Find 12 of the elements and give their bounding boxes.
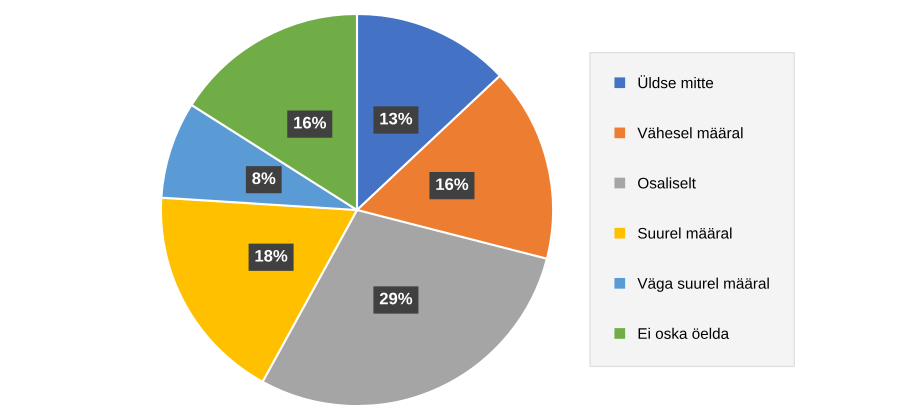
legend-label: Vähesel määral [637, 127, 742, 138]
legend-label: Väga suurel määral [637, 278, 769, 292]
legend-label: Üldse mitte [638, 75, 714, 88]
legend-label: Ei oska öelda [638, 328, 730, 339]
data-label: 13% [380, 112, 412, 125]
data-label: 16% [436, 178, 468, 190]
data-label: 8% [252, 172, 276, 184]
data-label: 29% [380, 292, 412, 304]
data-label: 18% [255, 250, 288, 262]
data-label: 16% [294, 116, 326, 129]
legend-label: Osaliselt [638, 177, 696, 189]
legend-label: Suurel määral [638, 227, 732, 239]
